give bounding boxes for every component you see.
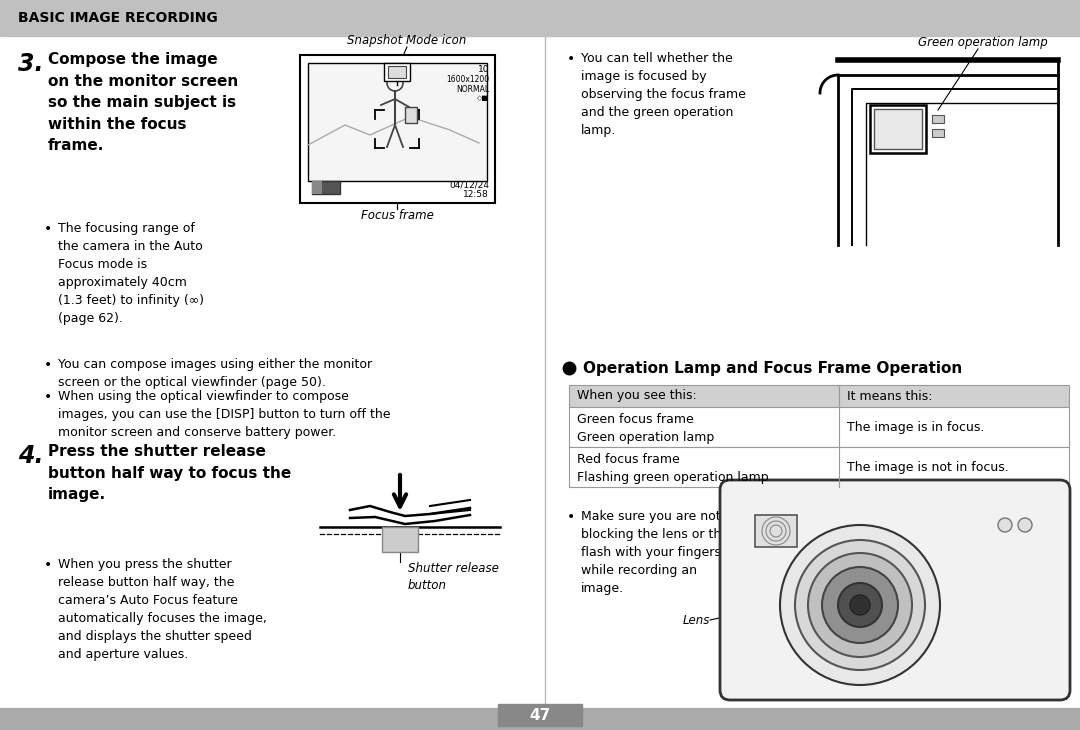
Text: You can tell whether the
image is focused by
observing the focus frame
and the g: You can tell whether the image is focuse… <box>581 52 746 137</box>
Bar <box>384 63 410 81</box>
Text: •: • <box>567 52 576 66</box>
Bar <box>932 115 944 123</box>
Bar <box>932 129 944 137</box>
Text: The image is not in focus.: The image is not in focus. <box>847 461 1009 474</box>
Bar <box>382 527 418 552</box>
Text: Red focus frame
Flashing green operation lamp: Red focus frame Flashing green operation… <box>577 453 769 483</box>
FancyBboxPatch shape <box>720 480 1070 700</box>
Text: Green focus frame
Green operation lamp: Green focus frame Green operation lamp <box>577 413 714 444</box>
Circle shape <box>850 595 870 615</box>
Text: 47: 47 <box>529 707 551 723</box>
Text: When you press the shutter
release button half way, the
camera’s Auto Focus feat: When you press the shutter release butto… <box>58 558 267 661</box>
Bar <box>0 708 1080 730</box>
Text: Green operation lamp: Green operation lamp <box>918 36 1048 49</box>
Text: 4.: 4. <box>18 444 43 468</box>
Text: Snapshot Mode icon: Snapshot Mode icon <box>348 34 467 47</box>
Text: •: • <box>44 358 52 372</box>
Text: Focus frame: Focus frame <box>361 209 433 222</box>
Bar <box>498 704 582 726</box>
Text: Press the shutter release
button half way to focus the
image.: Press the shutter release button half wa… <box>48 444 292 502</box>
Text: •: • <box>44 390 52 404</box>
Text: •: • <box>44 558 52 572</box>
Bar <box>870 105 926 153</box>
Text: Shutter release
button: Shutter release button <box>408 562 499 592</box>
Text: •: • <box>44 222 52 236</box>
Circle shape <box>808 553 912 657</box>
Text: 12:58: 12:58 <box>463 190 489 199</box>
Bar <box>300 55 495 203</box>
Text: 10: 10 <box>477 65 489 74</box>
Text: NORMAL: NORMAL <box>456 85 489 94</box>
Bar <box>308 63 487 181</box>
Circle shape <box>998 518 1012 532</box>
Circle shape <box>822 567 897 643</box>
Bar <box>755 515 797 547</box>
Bar <box>569 407 1069 447</box>
Bar <box>569 385 1069 407</box>
Bar <box>405 107 417 123</box>
Text: It means this:: It means this: <box>847 390 932 402</box>
Text: Compose the image
on the monitor screen
so the main subject is
within the focus
: Compose the image on the monitor screen … <box>48 52 239 153</box>
Text: Flash: Flash <box>810 496 841 509</box>
Bar <box>874 109 922 149</box>
Text: 3.: 3. <box>18 52 43 76</box>
Text: You can compose images using either the monitor
screen or the optical viewfinder: You can compose images using either the … <box>58 358 373 389</box>
Bar <box>312 181 340 194</box>
Text: Make sure you are not
blocking the lens or the
flash with your fingers
while rec: Make sure you are not blocking the lens … <box>581 510 729 595</box>
Text: Operation Lamp and Focus Frame Operation: Operation Lamp and Focus Frame Operation <box>583 361 962 375</box>
Bar <box>0 0 1080 36</box>
Text: ◇■: ◇■ <box>477 95 489 101</box>
Text: Lens: Lens <box>683 613 710 626</box>
Text: 1600x1200: 1600x1200 <box>446 75 489 84</box>
Text: The focusing range of
the camera in the Auto
Focus mode is
approximately 40cm
(1: The focusing range of the camera in the … <box>58 222 204 325</box>
Circle shape <box>1018 518 1032 532</box>
Bar <box>569 447 1069 487</box>
Text: •: • <box>567 510 576 524</box>
Text: 04/12/24: 04/12/24 <box>449 181 489 190</box>
Bar <box>312 181 322 194</box>
Text: When using the optical viewfinder to compose
images, you can use the [DISP] butt: When using the optical viewfinder to com… <box>58 390 391 439</box>
Text: BASIC IMAGE RECORDING: BASIC IMAGE RECORDING <box>18 11 218 25</box>
Text: When you see this:: When you see this: <box>577 390 697 402</box>
Circle shape <box>780 525 940 685</box>
Circle shape <box>838 583 882 627</box>
Text: The image is in focus.: The image is in focus. <box>847 420 984 434</box>
Bar <box>388 66 406 78</box>
Circle shape <box>795 540 924 670</box>
